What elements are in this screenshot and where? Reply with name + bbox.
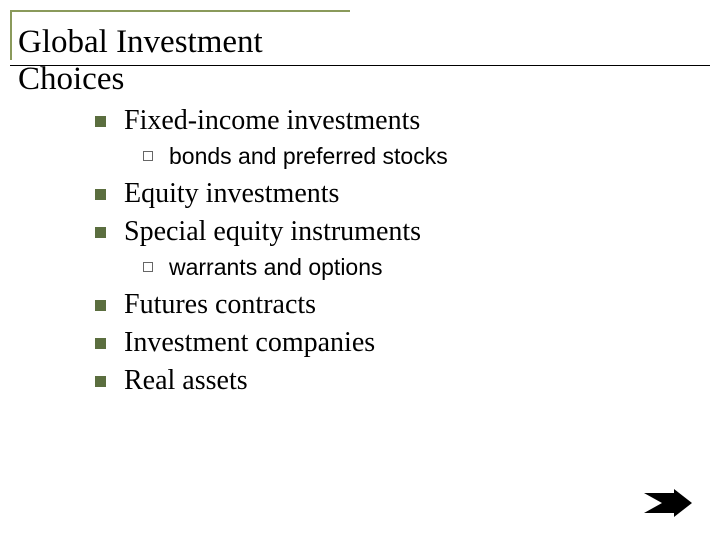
list-subitem: warrants and options	[143, 254, 655, 281]
list-subitem-text: bonds and preferred stocks	[169, 143, 448, 170]
slide-title: Global Investment Choices	[10, 12, 350, 108]
square-bullet-icon	[95, 300, 106, 311]
square-bullet-icon	[95, 376, 106, 387]
list-item-text: Special equity instruments	[124, 216, 421, 248]
next-arrow-icon[interactable]	[644, 489, 692, 522]
list-item-text: Futures contracts	[124, 289, 316, 321]
list-item-text: Investment companies	[124, 327, 375, 359]
hollow-square-bullet-icon	[143, 151, 153, 161]
list-subitem: bonds and preferred stocks	[143, 143, 655, 170]
list-item: Futures contracts	[95, 289, 655, 321]
square-bullet-icon	[95, 116, 106, 127]
list-subitem-text: warrants and options	[169, 254, 383, 281]
title-border-left	[10, 10, 12, 60]
list-item-text: Real assets	[124, 365, 248, 397]
title-underline	[10, 65, 710, 66]
list-item: Investment companies	[95, 327, 655, 359]
square-bullet-icon	[95, 338, 106, 349]
list-item: Real assets	[95, 365, 655, 397]
list-item-text: Fixed-income investments	[124, 105, 420, 137]
list-item: Special equity instruments	[95, 216, 655, 248]
square-bullet-icon	[95, 227, 106, 238]
square-bullet-icon	[95, 189, 106, 200]
list-item-text: Equity investments	[124, 178, 339, 210]
list-item: Fixed-income investments	[95, 105, 655, 137]
content-area: Fixed-income investments bonds and prefe…	[95, 105, 655, 403]
title-container: Global Investment Choices	[10, 10, 350, 108]
list-item: Equity investments	[95, 178, 655, 210]
hollow-square-bullet-icon	[143, 262, 153, 272]
